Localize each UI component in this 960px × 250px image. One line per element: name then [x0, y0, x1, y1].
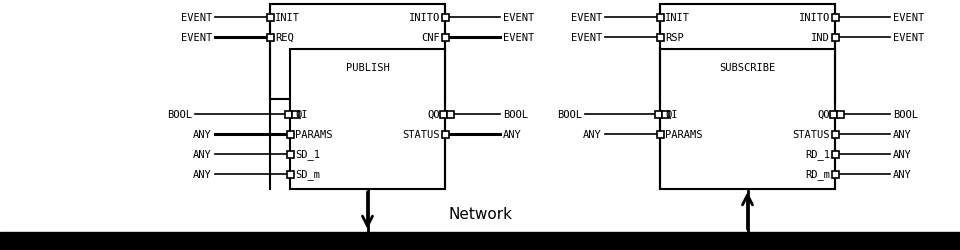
Text: EVENT: EVENT: [571, 13, 602, 23]
Bar: [442, 14, 448, 21]
Text: RD_m: RD_m: [805, 169, 830, 180]
Text: EVENT: EVENT: [571, 33, 602, 43]
Bar: [440, 111, 446, 118]
Text: PUBLISH: PUBLISH: [347, 63, 390, 73]
Bar: [267, 14, 274, 21]
Bar: [292, 111, 299, 118]
Bar: [447, 111, 454, 118]
Text: SUBSCRIBE: SUBSCRIBE: [719, 63, 775, 73]
Text: ANY: ANY: [193, 130, 212, 140]
Text: EVENT: EVENT: [180, 33, 212, 43]
Bar: [657, 14, 663, 21]
Text: EVENT: EVENT: [503, 33, 535, 43]
Text: ANY: ANY: [893, 130, 912, 140]
Text: EVENT: EVENT: [180, 13, 212, 23]
Bar: [286, 171, 294, 178]
Bar: [829, 111, 836, 118]
Text: IND: IND: [811, 33, 830, 43]
Text: EVENT: EVENT: [893, 13, 924, 23]
Text: ANY: ANY: [893, 150, 912, 159]
Bar: [286, 151, 294, 158]
Text: PARAMS: PARAMS: [665, 130, 703, 140]
Text: BOOL: BOOL: [167, 110, 192, 120]
Text: RSP: RSP: [665, 33, 684, 43]
Text: QI: QI: [295, 110, 307, 120]
Text: INITO: INITO: [409, 13, 440, 23]
Text: ANY: ANY: [893, 169, 912, 179]
Bar: [831, 131, 838, 138]
Bar: [831, 151, 838, 158]
Text: Network: Network: [448, 206, 512, 221]
Text: ANY: ANY: [584, 130, 602, 140]
Text: ANY: ANY: [193, 150, 212, 159]
Text: BOOL: BOOL: [557, 110, 582, 120]
Text: QO: QO: [818, 110, 830, 120]
Bar: [660, 50, 835, 189]
Bar: [267, 34, 274, 41]
Bar: [0, 232, 960, 250]
Text: STATUS: STATUS: [793, 130, 830, 140]
Text: SD_m: SD_m: [295, 169, 320, 180]
Text: EVENT: EVENT: [893, 33, 924, 43]
Bar: [657, 131, 663, 138]
Bar: [657, 34, 663, 41]
Bar: [660, 5, 835, 100]
Bar: [442, 34, 448, 41]
Bar: [662, 111, 669, 118]
Text: STATUS: STATUS: [402, 130, 440, 140]
Text: QO: QO: [427, 110, 440, 120]
Bar: [655, 111, 661, 118]
Bar: [442, 131, 448, 138]
Text: INIT: INIT: [665, 13, 690, 23]
Text: INIT: INIT: [275, 13, 300, 23]
Text: ANY: ANY: [193, 169, 212, 179]
Text: ANY: ANY: [503, 130, 521, 140]
Text: CNF: CNF: [421, 33, 440, 43]
Text: INITO: INITO: [799, 13, 830, 23]
Text: BOOL: BOOL: [503, 110, 528, 120]
Bar: [270, 5, 445, 100]
Text: BOOL: BOOL: [893, 110, 918, 120]
Bar: [837, 111, 844, 118]
Text: QI: QI: [665, 110, 678, 120]
Bar: [290, 50, 445, 189]
Bar: [284, 111, 292, 118]
Text: PARAMS: PARAMS: [295, 130, 332, 140]
Text: REQ: REQ: [275, 33, 294, 43]
Text: SD_1: SD_1: [295, 149, 320, 160]
Text: RD_1: RD_1: [805, 149, 830, 160]
Text: EVENT: EVENT: [503, 13, 535, 23]
Bar: [831, 14, 838, 21]
Bar: [831, 171, 838, 178]
Bar: [286, 131, 294, 138]
Bar: [831, 34, 838, 41]
